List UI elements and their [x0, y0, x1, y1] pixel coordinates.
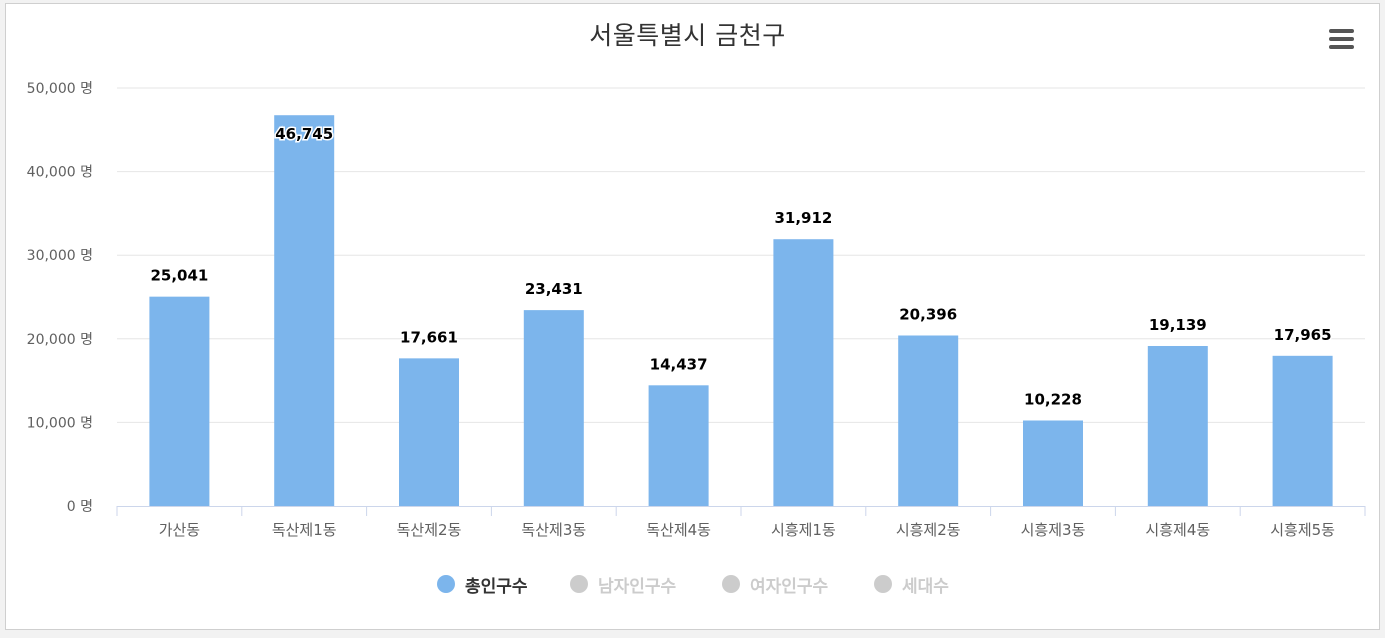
legend-item-male[interactable]: 남자인구수	[570, 570, 676, 598]
bar	[523, 310, 584, 506]
data-label: 19,139	[1149, 316, 1207, 334]
legend-dot	[437, 575, 455, 593]
legend-dot	[722, 575, 740, 593]
legend: 총인구수 남자인구수 여자인구수 세대수	[0, 570, 1385, 600]
legend-item-households[interactable]: 세대수	[874, 570, 949, 598]
bar	[1272, 355, 1333, 506]
x-tick-label: 독산제2동	[397, 521, 462, 539]
legend-label: 세대수	[902, 576, 949, 597]
legend-label: 여자인구수	[750, 576, 829, 597]
data-label: 31,912	[774, 209, 832, 227]
y-tick-label: 0 명	[67, 499, 93, 515]
x-tick-label: 시흥제5동	[1270, 521, 1335, 539]
x-tick-label: 가산동	[159, 521, 201, 539]
bar	[648, 385, 709, 506]
legend-label: 남자인구수	[598, 576, 677, 597]
x-tick-label: 시흥제3동	[1021, 521, 1086, 539]
data-label: 46,745	[275, 125, 333, 143]
x-tick-label: 시흥제2동	[896, 521, 961, 539]
legend-item-female[interactable]: 여자인구수	[722, 570, 828, 598]
bar	[773, 239, 834, 506]
data-label: 20,396	[899, 305, 957, 323]
data-label: 14,437	[650, 355, 708, 373]
y-tick-label: 40,000 명	[27, 165, 93, 181]
bar	[1023, 420, 1083, 506]
data-label: 10,228	[1024, 390, 1082, 408]
bar	[149, 296, 210, 506]
y-tick-label: 10,000 명	[27, 415, 93, 431]
legend-label: 총인구수	[465, 576, 528, 597]
y-tick-label: 30,000 명	[27, 248, 93, 264]
data-label: 25,041	[150, 267, 208, 285]
bar	[1147, 345, 1208, 506]
x-tick-label: 시흥제1동	[771, 521, 836, 539]
bar	[399, 358, 459, 506]
x-tick-label: 독산제1동	[272, 521, 337, 539]
y-tick-label: 50,000 명	[27, 81, 93, 97]
bar	[274, 115, 335, 507]
bar-chart: 0 명 10,000 명 20,000 명 30,000 명 40,000 명 50,00…	[27, 81, 1366, 539]
bar	[898, 335, 959, 506]
hamburger-menu-icon[interactable]	[1326, 26, 1356, 52]
x-tick-label: 독산제3동	[521, 521, 586, 539]
data-label: 17,661	[400, 328, 458, 346]
legend-item-total[interactable]: 총인구수	[437, 570, 528, 598]
x-tick-label: 시흥제4동	[1145, 521, 1210, 539]
x-tick-label: 독산제4동	[646, 521, 711, 539]
data-label: 17,965	[1274, 326, 1332, 344]
legend-dot	[874, 575, 892, 593]
data-label: 23,431	[525, 280, 583, 298]
legend-dot	[570, 575, 588, 593]
chart-container	[5, 3, 1380, 630]
y-tick-label: 20,000 명	[27, 332, 93, 348]
chart-title: 서울특별시 금천구	[589, 21, 786, 50]
